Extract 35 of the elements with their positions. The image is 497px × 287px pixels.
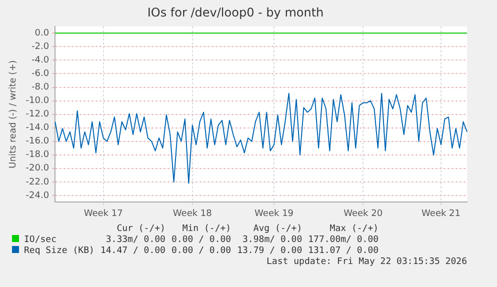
x-tick-label: Week 19: [254, 208, 294, 219]
text: 0.00 / 0.00: [170, 246, 232, 257]
y-tick-label: -10.0: [26, 96, 50, 106]
y-tick-label: -8.0: [32, 82, 50, 93]
y-tick-label: -14.0: [26, 123, 50, 134]
y-tick-label: 0.0: [34, 28, 50, 39]
y-tick-label: -2.0: [32, 42, 50, 52]
x-tick-label: Week 17: [84, 208, 123, 219]
text: Cur (-/+): [116, 224, 166, 235]
text: 177.00m/ 0.00: [307, 235, 379, 246]
chart-title: IOs for /dev/loop0 - by month: [147, 5, 324, 20]
text: Max (-/+): [328, 224, 379, 235]
text: 3.98m/ 0.00: [242, 235, 302, 246]
y-tick-label: -24.0: [26, 190, 50, 201]
text: Avg (-/+): [252, 224, 302, 235]
y-tick-label: -18.0: [26, 150, 50, 160]
text: 14.47 / 0.00: [99, 246, 166, 257]
text: 131.07 / 0.00: [307, 246, 379, 257]
y-tick-label: -20.0: [26, 164, 50, 174]
x-tick-label: Week 18: [172, 208, 212, 219]
legend-label: IO/sec: [23, 235, 58, 246]
text: 3.33m/ 0.00: [104, 235, 166, 246]
y-axis-title: Units read (-) / write (+): [8, 60, 19, 168]
y-tick-label: -6.0: [32, 69, 50, 80]
y-tick-label: -16.0: [26, 136, 50, 147]
text: Min (-/+): [181, 224, 232, 235]
legend-label: Req Size (KB): [23, 246, 94, 257]
text: 13.79 / 0.00: [236, 246, 302, 257]
y-tick-label: -22.0: [26, 177, 50, 188]
y-tick-label: -4.0: [32, 56, 50, 66]
x-tick-label: Week 20: [344, 208, 383, 219]
text: Last update: Fri May 22 03:15:35 2026: [266, 257, 468, 268]
y-tick-label: -12.0: [26, 110, 50, 120]
text: 0.00 / 0.00: [170, 235, 232, 246]
x-tick-label: Week 21: [422, 208, 461, 219]
